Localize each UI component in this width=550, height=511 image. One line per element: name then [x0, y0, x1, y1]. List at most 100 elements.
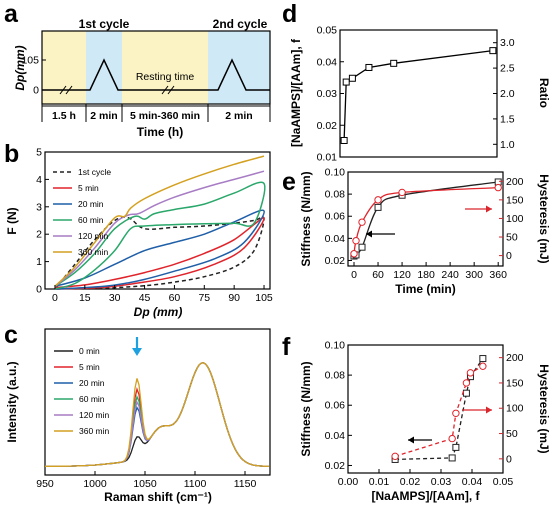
panel-f-stiffness-marker — [452, 443, 460, 451]
panel-f-right-axis-arrowhead — [486, 406, 492, 414]
panel-d-ytick-label: 0.05 — [317, 25, 338, 37]
panel-f-right-ytick-label: 200 — [506, 352, 524, 364]
panel-f-left-axis-arrowhead — [408, 436, 414, 444]
panel-e-left-axis-arrowhead — [366, 230, 372, 238]
panel-a-ytick-label: 105 — [21, 55, 39, 67]
panel-e-hysteresis-marker — [358, 218, 366, 226]
panel-f-ytick-label: 0.10 — [325, 340, 346, 352]
panel-b-xtick-label: 105 — [255, 292, 273, 304]
panel-b-xtick-label: 30 — [109, 292, 121, 304]
panel-e-ytick-label: 0.04 — [325, 233, 346, 245]
panel-a-rest-band-1 — [42, 31, 86, 104]
panel-label-e: e — [282, 168, 296, 196]
panel-b-series-line-3 — [54, 181, 266, 290]
panel-b-legend-label: 120 min — [78, 231, 109, 241]
panel-b-series-line-4 — [54, 170, 265, 287]
panel-c-xtick-label: 1000 — [83, 478, 107, 490]
panel-f-hysteresis-marker — [452, 409, 460, 418]
panel-c-xtick-label: 1100 — [184, 478, 207, 490]
panel-f-hysteresis-marker — [448, 434, 456, 443]
panel-f-xlabel: [NaAMPS]/[AAm], f — [372, 489, 481, 503]
panel-e-xtick-label: 60 — [372, 269, 384, 281]
panel-b-ytick-label: 1 — [36, 256, 42, 268]
panel-f-right-ytick-label: 0 — [506, 453, 512, 465]
panel-c-legend-label: 360 min — [79, 426, 110, 436]
panel-e-ytick-label: 0.08 — [325, 189, 346, 201]
panel-e-ylabel: Stiffness (N/mm) — [299, 171, 313, 266]
panel-e-xlabel: Time (min) — [395, 282, 455, 296]
panel-e-right-axis-arrowhead — [486, 205, 492, 213]
panel-a-cycle1-label: 1st cycle — [79, 17, 130, 31]
panel-b-ytick-label: 4 — [36, 174, 42, 186]
panel-c-legend-label: 5 min — [79, 362, 100, 372]
panel-f-ytick-label: 0.04 — [325, 430, 346, 442]
panel-a-cycle-band-1 — [86, 31, 122, 104]
panel-d-ytick-label: 0.04 — [317, 56, 338, 68]
panel-f-series-line-1 — [394, 365, 484, 457]
panel-e-hysteresis-marker — [374, 196, 382, 204]
panel-b-legend-label: 20 min — [78, 199, 104, 209]
panel-b-ylabel: F (N) — [5, 207, 19, 234]
panel-b-xtick-label: 0 — [52, 292, 58, 304]
panel-f-ytick-label: 0.02 — [325, 460, 346, 472]
panel-f-xtick-label: 0.00 — [338, 476, 359, 488]
panel-f-xtick-label: 0.03 — [431, 476, 452, 488]
panel-e-xtick-label: 300 — [465, 269, 483, 281]
panel-b-xtick-label: 75 — [198, 292, 210, 304]
panel-c-xtick-label: 1150 — [234, 478, 257, 490]
panel-e-xtick-label: 360 — [489, 269, 507, 281]
panel-b-xtick-label: 90 — [228, 292, 240, 304]
panel-e-series-line-0 — [353, 181, 499, 257]
panel-d-ytick-label: 0.03 — [317, 88, 338, 100]
panel-e-right-ytick-label: 150 — [506, 194, 524, 206]
panel-e-stiffness-marker — [374, 203, 382, 211]
panel-label-d: d — [282, 0, 297, 28]
panel-b-frame — [44, 151, 271, 290]
panel-c-legend-label: 20 min — [79, 378, 105, 388]
panel-a-segment-label: 2 min — [225, 110, 252, 122]
panel-f-xtick-label: 0.05 — [493, 476, 514, 488]
panel-b-legend-label: 60 min — [78, 215, 104, 225]
panel-e-frame — [347, 171, 504, 267]
panel-b-series-line-5 — [54, 155, 265, 287]
panel-b-ytick-label: 3 — [36, 201, 42, 213]
panel-a-cycle-band-2 — [208, 31, 270, 104]
panel-d-ylabel-right: Ratio — [537, 78, 550, 108]
panel-c-xtick-label: 1050 — [133, 478, 157, 490]
panel-c-marker-arrow-head — [132, 348, 142, 356]
panel-e-ytick-label: 0.10 — [325, 167, 346, 179]
panel-d-right-ytick-label: 2.5 — [500, 63, 515, 75]
panel-f-ylabel-right: Hysteresis (mJ) — [537, 364, 550, 453]
panel-e-xtick-label: 0 — [351, 269, 357, 281]
panel-e-hysteresis-marker — [352, 237, 360, 245]
panel-f-stiffness-marker — [448, 454, 456, 462]
panel-d-ylabel: [NaAMPS]/[AAm], f — [289, 38, 303, 147]
panel-e-hysteresis-marker — [350, 250, 358, 258]
panel-b-xlabel: Dp (mm) — [134, 305, 183, 319]
panel-d-data-marker — [390, 59, 398, 67]
panel-c-legend-label: 120 min — [79, 410, 110, 420]
panel-b-legend-label: 5 min — [78, 183, 99, 193]
panel-e-stiffness-marker — [358, 243, 366, 251]
panel-d-right-ytick-label: 3.0 — [500, 37, 515, 49]
panel-f-hysteresis-marker — [462, 379, 471, 387]
panel-d-frame — [339, 29, 498, 158]
panel-d-data-marker — [365, 63, 373, 71]
panel-f-xtick-label: 0.04 — [462, 476, 483, 488]
panel-d-data-marker — [340, 136, 348, 144]
panel-a-axis-break — [65, 85, 73, 95]
panel-e-xtick-label: 180 — [417, 269, 435, 281]
panel-c-spectrum-5 — [45, 362, 269, 467]
panel-e-right-ytick-label: 200 — [506, 176, 524, 188]
panel-d-right-ytick-label: 1.0 — [500, 139, 515, 151]
panel-d-ytick-label: 0.02 — [317, 120, 338, 132]
panel-d-right-ytick-label: 1.5 — [500, 113, 515, 125]
panel-f-hysteresis-marker — [391, 452, 399, 461]
panel-label-f: f — [282, 333, 291, 361]
panel-a-cycle2-label: 2nd cycle — [213, 17, 268, 31]
panel-e-right-ytick-label: 0 — [506, 250, 512, 262]
panel-a-ytick-label: 0 — [33, 85, 39, 97]
panel-d-ytick-label: 0.01 — [317, 152, 338, 164]
panel-a-segment-label: 5 min-360 min — [130, 110, 200, 122]
